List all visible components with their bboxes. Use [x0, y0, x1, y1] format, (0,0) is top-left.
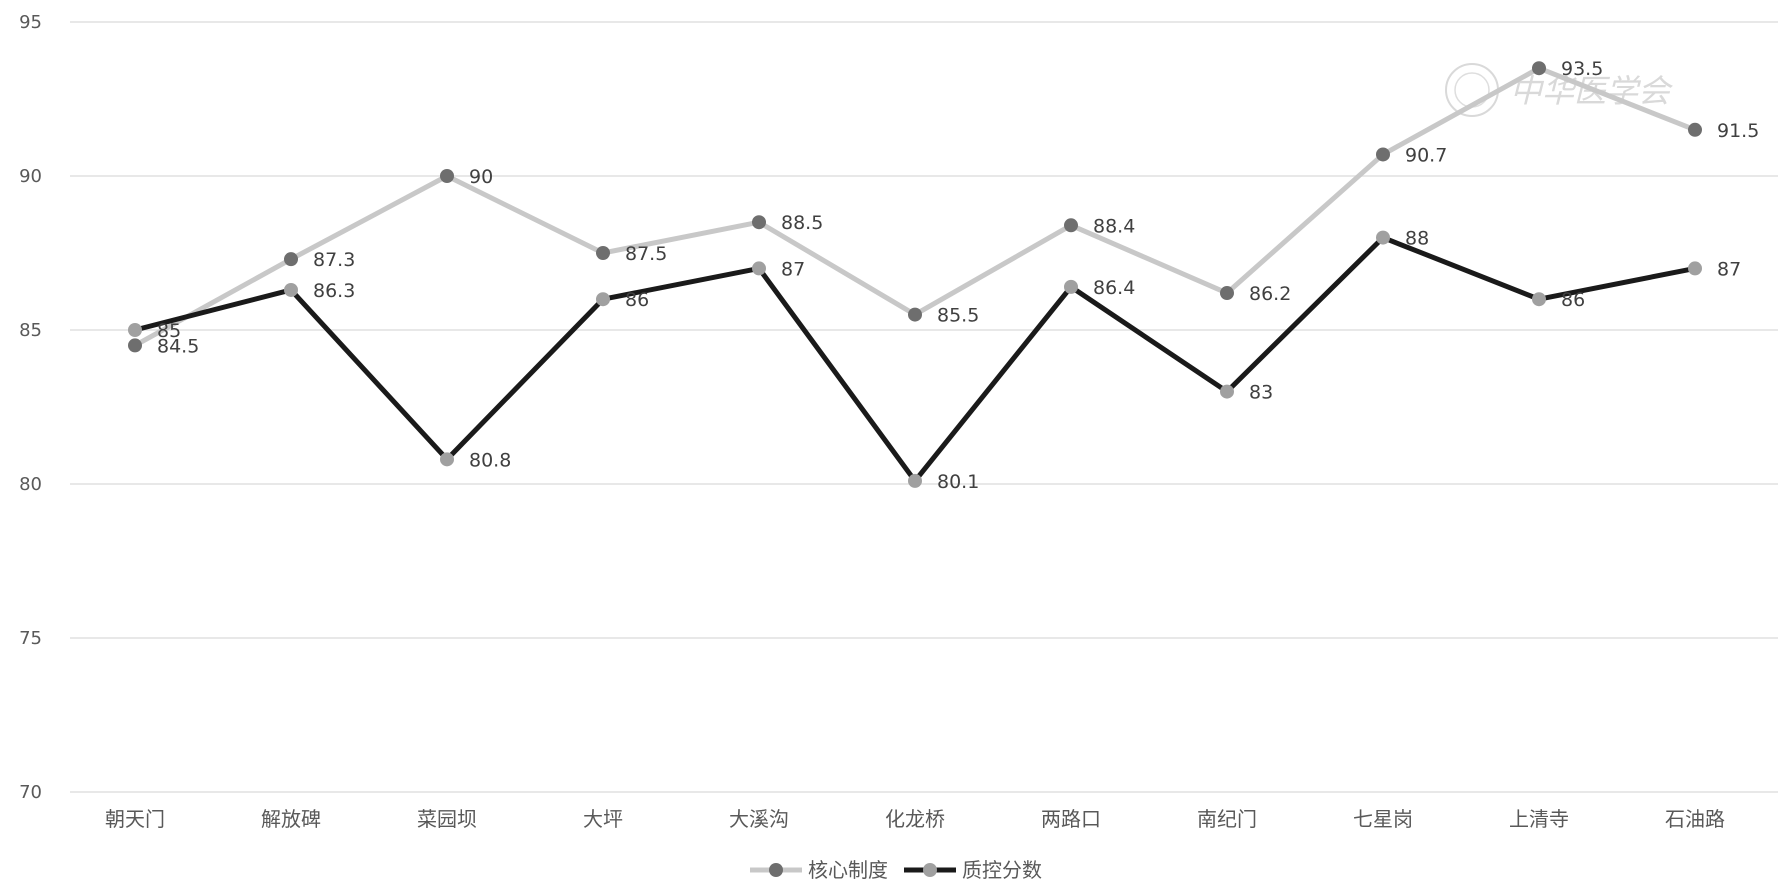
data-point — [908, 473, 922, 488]
series-line-1 — [133, 65, 1696, 348]
x-tick-label: 化龙桥 — [885, 807, 945, 831]
data-label: 80.8 — [469, 449, 511, 471]
data-point — [128, 323, 142, 337]
data-point — [284, 282, 298, 297]
legend: 核心制度 质控分数 — [750, 858, 1042, 882]
data-label: 88 — [1405, 228, 1429, 250]
data-label: 93.5 — [1561, 58, 1603, 80]
x-tick-label: 七星岗 — [1353, 807, 1413, 831]
legend-item-series-1[interactable]: 核心制度 — [750, 858, 888, 882]
y-axis-ticks: 70 75 80 85 90 95 — [19, 12, 42, 803]
data-point — [128, 338, 142, 353]
data-label: 88.5 — [781, 212, 823, 234]
data-label: 86.4 — [1093, 277, 1135, 299]
data-label: 86 — [1561, 289, 1585, 311]
y-tick-label: 80 — [19, 474, 42, 495]
series-lines — [133, 65, 1696, 484]
data-labels: 84.5 87.3 90 87.5 88.5 85.5 88.4 86.2 90.7 93.5 91… — [157, 58, 1759, 493]
data-label: 85.5 — [937, 305, 979, 327]
data-point — [1376, 147, 1390, 162]
data-point — [1220, 286, 1234, 301]
x-tick-label: 朝天门 — [105, 807, 165, 831]
x-axis-ticks: 朝天门 解放碑 菜园坝 大坪 大溪沟 化龙桥 两路口 南纪门 七星岗 上清寺 石油路 — [105, 807, 1725, 831]
y-tick-label: 75 — [19, 628, 42, 649]
x-tick-label: 菜园坝 — [417, 807, 477, 831]
data-point — [596, 246, 610, 260]
data-point — [1064, 279, 1078, 294]
data-label: 87.3 — [313, 249, 355, 271]
data-label: 80.1 — [937, 471, 979, 493]
data-point — [1376, 230, 1390, 245]
gridlines — [70, 21, 1778, 793]
data-label: 91.5 — [1717, 120, 1759, 142]
data-point — [440, 452, 454, 467]
data-label: 87 — [781, 258, 805, 280]
data-label: 86 — [625, 289, 649, 311]
data-label: 90.7 — [1405, 144, 1447, 166]
x-tick-label: 两路口 — [1041, 807, 1101, 831]
data-point — [1688, 261, 1702, 276]
x-tick-label: 大坪 — [583, 807, 623, 831]
data-point — [908, 307, 922, 322]
legend-label-series-1: 核心制度 — [808, 858, 888, 882]
x-tick-label: 大溪沟 — [729, 807, 789, 831]
data-point — [1688, 122, 1702, 137]
data-label: 86.2 — [1249, 283, 1291, 305]
legend-label-series-2: 质控分数 — [962, 858, 1042, 882]
y-tick-label: 90 — [19, 166, 42, 187]
data-point — [752, 215, 766, 230]
data-label: 84.5 — [157, 335, 199, 357]
data-point — [596, 292, 610, 307]
data-point — [752, 261, 766, 276]
y-tick-label: 95 — [19, 12, 42, 33]
data-label: 85 — [157, 320, 181, 342]
data-point — [440, 169, 454, 183]
data-point — [1220, 384, 1234, 399]
legend-marker-series-1 — [769, 863, 783, 877]
legend-item-series-2[interactable]: 质控分数 — [904, 858, 1042, 882]
data-label: 88.4 — [1093, 215, 1135, 237]
data-point — [1532, 292, 1546, 307]
x-tick-label: 上清寺 — [1509, 807, 1569, 831]
data-label: 87 — [1717, 258, 1741, 280]
x-tick-label: 石油路 — [1665, 807, 1725, 831]
x-tick-label: 解放碑 — [261, 807, 321, 831]
data-point — [1532, 61, 1546, 76]
data-label: 90 — [469, 166, 493, 188]
data-label: 83 — [1249, 382, 1273, 404]
y-tick-label: 70 — [19, 782, 42, 803]
series-markers — [128, 61, 1702, 488]
data-label: 87.5 — [625, 243, 667, 265]
x-tick-label: 南纪门 — [1197, 807, 1257, 831]
data-point — [284, 252, 298, 267]
data-label: 86.3 — [313, 280, 355, 302]
data-point — [1064, 218, 1078, 233]
series-line-2 — [134, 235, 1696, 484]
legend-marker-series-2 — [923, 863, 937, 877]
y-tick-label: 85 — [19, 320, 42, 341]
